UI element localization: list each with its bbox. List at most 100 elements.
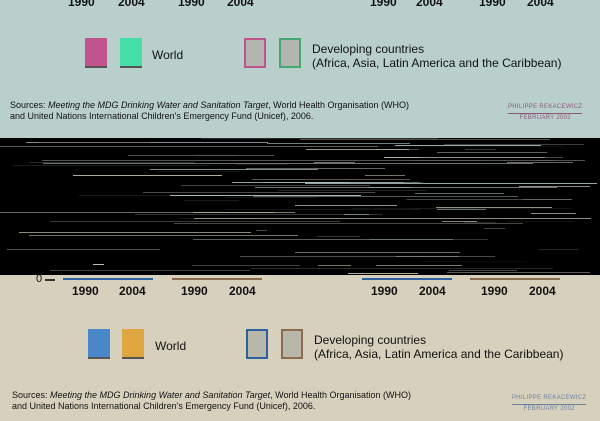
x-tick-label: 2004	[527, 0, 554, 9]
y-axis-tick	[45, 279, 55, 281]
glitch-line	[300, 139, 550, 140]
glitch-line	[447, 272, 590, 273]
glitch-line	[396, 256, 459, 257]
glitch-line	[267, 143, 410, 144]
glitch-line	[19, 232, 251, 233]
credit-name: PHILIPPE REKACEWICZ	[512, 394, 587, 405]
glitch-line	[50, 221, 340, 222]
glitch-line	[306, 149, 409, 150]
glitch-line	[196, 155, 237, 156]
credit-date: FEBRUARY 2002	[519, 115, 571, 121]
x-tick-label: 1990	[72, 284, 99, 298]
x-tick-label: 2004	[227, 0, 254, 9]
sources-org: , World Health Organisation (WHO)	[268, 100, 410, 110]
legend-developing-swatch-1990	[244, 38, 266, 68]
glitch-line	[29, 162, 195, 163]
glitch-line	[538, 249, 579, 250]
glitch-line	[135, 214, 382, 215]
glitch-line	[29, 235, 298, 236]
glitch-line	[465, 149, 496, 150]
sources-line2: and United Nations International Childre…	[10, 111, 314, 121]
glitch-line	[507, 221, 574, 222]
glitch-line	[278, 190, 426, 191]
glitch-line	[226, 197, 317, 198]
glitch-line	[507, 162, 573, 163]
glitch-line	[444, 144, 584, 145]
corrupted-image-band	[0, 138, 600, 275]
glitch-line	[174, 223, 523, 224]
glitch-line	[404, 182, 423, 183]
glitch-line	[7, 249, 160, 250]
legend-developing-line2: (Africa, Asia, Latin America and the Car…	[312, 56, 562, 70]
glitch-line	[376, 265, 462, 266]
glitch-line	[170, 195, 361, 196]
glitch-line	[252, 179, 410, 180]
sources-org: , World Health Organisation (WHO)	[270, 390, 412, 400]
glitch-line	[246, 168, 385, 169]
glitch-line	[253, 196, 518, 197]
legend-developing-swatch-2004	[281, 329, 303, 359]
glitch-line	[251, 268, 553, 269]
glitch-line	[318, 265, 351, 266]
top-chart-panel: 1990 2004 1990 2004 1990 2004 1990 2004 …	[0, 0, 600, 138]
x-tick-label: 2004	[529, 284, 556, 298]
glitch-line	[365, 175, 405, 176]
legend-developing-swatch-1990	[246, 329, 268, 359]
glitch-line	[143, 192, 375, 193]
glitch-line	[348, 273, 418, 274]
legend-developing-label: Developing countries (Africa, Asia, Lati…	[312, 42, 561, 70]
glitch-line	[225, 209, 421, 210]
glitch-line	[50, 270, 250, 271]
glitch-line	[449, 270, 517, 271]
glitch-line	[255, 187, 557, 188]
glitch-line	[0, 146, 378, 147]
glitch-line	[181, 185, 370, 186]
glitch-line	[531, 213, 576, 214]
glitch-line	[405, 199, 523, 200]
glitch-line	[240, 256, 495, 257]
glitch-line	[192, 265, 300, 266]
glitch-line	[519, 186, 590, 187]
legend-world-swatch-1990	[88, 329, 110, 359]
glitch-line	[317, 236, 360, 237]
glitch-line	[73, 175, 222, 176]
sources-line2: and United Nations International Childre…	[12, 401, 316, 411]
x-tick-label: 1990	[68, 0, 95, 9]
glitch-line	[184, 200, 239, 201]
x-tick-label: 2004	[419, 284, 446, 298]
glitch-line	[26, 142, 268, 143]
glitch-line	[314, 162, 355, 163]
legend-developing-line1: Developing countries	[314, 333, 427, 347]
glitch-line	[351, 208, 572, 209]
glitch-line	[415, 193, 504, 194]
sources-title: Meeting the MDG Drinking Water and Sanit…	[48, 100, 269, 110]
y-zero-label: 0	[36, 275, 43, 285]
legend-world-swatch-2004	[122, 329, 144, 359]
legend-world-label: World	[152, 48, 184, 62]
glitch-line	[150, 169, 318, 170]
credit-date: FEBRUARY 2002	[523, 406, 575, 412]
glitch-line	[344, 214, 369, 215]
glitch-line	[437, 209, 486, 210]
author-credit: PHILIPPE REKACEWICZ FEBRUARY 2002	[512, 394, 587, 414]
glitch-line	[437, 152, 547, 153]
glitch-line	[295, 205, 397, 206]
author-credit: PHILIPPE REKACEWICZ FEBRUARY 2002	[508, 103, 583, 123]
glitch-line	[42, 160, 585, 161]
x-tick-label: 2004	[416, 0, 443, 9]
x-tick-label: 1990	[181, 284, 208, 298]
legend-world-swatch-1990	[85, 38, 107, 68]
glitch-line	[484, 228, 505, 229]
glitch-line	[420, 157, 563, 158]
glitch-line	[368, 187, 412, 188]
glitch-line	[194, 218, 591, 219]
glitch-line	[236, 164, 288, 165]
glitch-line	[193, 239, 453, 240]
legend-developing-label: Developing countries (Africa, Asia, Lati…	[314, 333, 563, 361]
glitch-line	[157, 171, 240, 172]
bar-baseline-developing	[362, 278, 452, 280]
glitch-line	[305, 183, 597, 184]
glitch-line	[38, 142, 150, 143]
bar-baseline-world-2	[172, 278, 262, 280]
glitch-line	[43, 163, 533, 164]
